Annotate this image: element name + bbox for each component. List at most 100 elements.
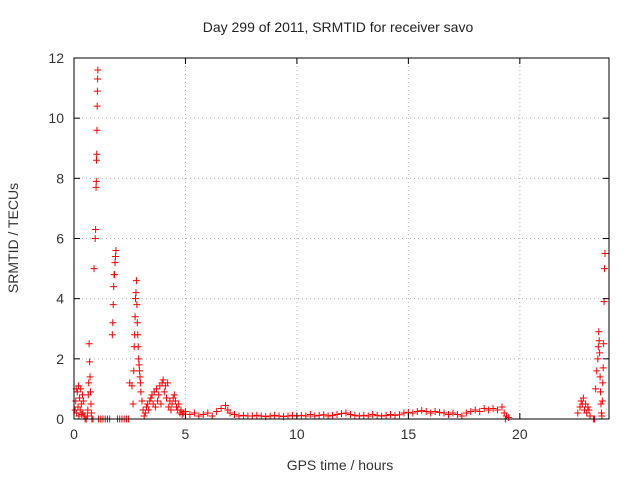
data-point [598, 397, 606, 405]
data-point [94, 75, 102, 83]
data-point [147, 394, 155, 402]
data-point [596, 373, 604, 381]
data-point [498, 403, 506, 411]
data-point [600, 298, 608, 306]
data-point [311, 412, 319, 420]
data-point [306, 410, 314, 418]
data-point [378, 412, 386, 420]
data-point [505, 413, 513, 421]
data-point [586, 412, 594, 420]
x-tick-label: 0 [70, 426, 78, 442]
data-point [132, 289, 140, 297]
data-point [271, 411, 279, 419]
data-point [157, 400, 165, 408]
data-point [476, 407, 484, 415]
data-point [418, 407, 426, 415]
data-point [154, 397, 162, 405]
data-point [136, 379, 144, 387]
data-point [382, 411, 390, 419]
data-point [595, 328, 603, 336]
data-point [109, 301, 117, 309]
data-point [108, 331, 116, 339]
data-point [136, 373, 144, 381]
data-point [190, 409, 198, 417]
data-point [131, 313, 139, 321]
data-point [387, 410, 395, 418]
data-point [585, 406, 593, 414]
data-point [594, 355, 602, 363]
data-point [592, 385, 600, 393]
data-point [93, 126, 101, 134]
x-tick-labels: 0 5 10 15 20 [70, 426, 528, 442]
data-point [597, 388, 605, 396]
data-point [226, 409, 234, 417]
data-point [110, 283, 118, 291]
data-point [409, 409, 417, 417]
y-tick-label: 0 [56, 411, 64, 427]
data-point [93, 156, 101, 164]
data-point [133, 319, 141, 327]
data-point [168, 400, 176, 408]
data-point [140, 412, 148, 420]
data-point [302, 412, 310, 420]
y-tick-label: 12 [48, 50, 64, 66]
data-point [151, 403, 159, 411]
data-point [395, 411, 403, 419]
data-point [77, 385, 85, 393]
data-point [284, 412, 292, 420]
data-point [164, 379, 172, 387]
data-point [90, 265, 98, 273]
data-point [129, 400, 137, 408]
data-point [480, 404, 488, 412]
data-point [93, 102, 101, 110]
data-point [111, 259, 119, 267]
data-point [133, 301, 141, 309]
data-point [320, 411, 328, 419]
y-tick-label: 4 [56, 291, 64, 307]
data-point [599, 364, 607, 372]
data-point [92, 225, 100, 233]
data-point [364, 412, 372, 420]
data-point [87, 400, 95, 408]
data-point [235, 412, 243, 420]
data-point [204, 409, 212, 417]
data-point [338, 410, 345, 418]
data-point [601, 250, 609, 258]
data-point [373, 411, 381, 419]
data-point [208, 412, 216, 420]
data-point [94, 66, 102, 74]
data-point [92, 183, 100, 191]
data-point [598, 412, 606, 420]
data-point [167, 406, 175, 414]
data-point [195, 412, 203, 420]
data-point [346, 410, 354, 418]
data-point [186, 410, 194, 418]
data-point [400, 409, 408, 417]
data-point [593, 367, 601, 375]
data-point [132, 295, 140, 303]
y-axis-label: SRMTID / TECUs [5, 183, 21, 293]
data-point [453, 410, 461, 418]
data-point [369, 410, 377, 418]
data-point [458, 412, 466, 420]
data-point [315, 411, 323, 419]
x-tick-label: 5 [182, 426, 190, 442]
data-point [467, 407, 475, 415]
data-point [485, 406, 493, 414]
data-point [579, 394, 587, 402]
data-point [73, 388, 81, 396]
y-tick-label: 8 [56, 170, 64, 186]
x-tick-label: 15 [401, 426, 417, 442]
data-point [85, 340, 93, 348]
data-point [600, 340, 608, 348]
data-point [257, 412, 265, 420]
data-point [87, 409, 95, 417]
data-point [217, 404, 225, 412]
y-tick-label: 10 [48, 110, 64, 126]
data-point [79, 409, 87, 417]
data-point [92, 177, 100, 185]
data-point [574, 409, 582, 417]
data-point [178, 410, 186, 418]
data-point [72, 397, 80, 405]
